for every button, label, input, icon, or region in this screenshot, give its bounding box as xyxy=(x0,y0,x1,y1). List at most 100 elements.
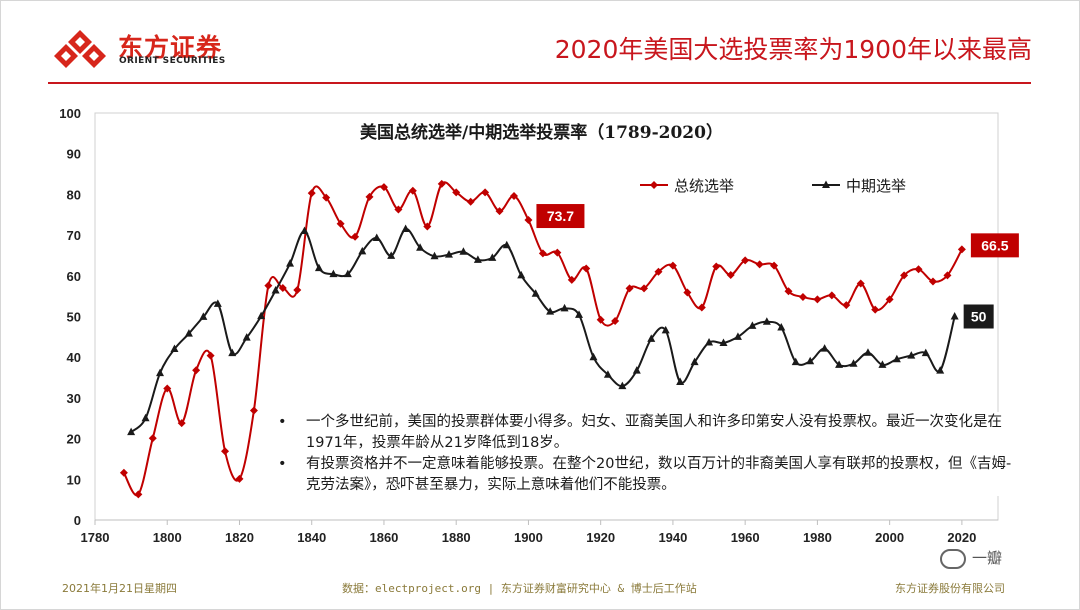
presidential-point xyxy=(437,179,446,188)
presidential-point xyxy=(495,207,504,216)
midterm-point xyxy=(863,348,872,356)
midterm-point xyxy=(343,269,352,278)
presidential-point xyxy=(365,192,374,201)
presidential-point xyxy=(567,275,576,284)
y-tick-label: 50 xyxy=(67,310,81,325)
legend-marker xyxy=(650,181,658,189)
midterm-point xyxy=(416,243,425,251)
midterm-point xyxy=(661,325,670,334)
watermark: 一瓣 xyxy=(940,547,1002,569)
presidential-point xyxy=(408,186,417,195)
y-tick-label: 70 xyxy=(67,228,81,243)
midterm-point xyxy=(676,377,685,386)
presidential-point xyxy=(293,286,302,295)
presidential-point xyxy=(148,434,157,443)
x-tick-label: 1880 xyxy=(442,530,471,545)
midterm-point xyxy=(228,348,237,357)
presidential-point xyxy=(466,197,475,206)
presidential-point xyxy=(798,292,807,301)
midterm-point xyxy=(387,251,396,259)
presidential-point xyxy=(625,284,634,293)
x-tick-label: 1800 xyxy=(153,530,182,545)
presidential-point xyxy=(394,205,403,214)
y-tick-label: 90 xyxy=(67,147,81,162)
presidential-point xyxy=(163,384,172,393)
brand-logo: 东方证券 ORIENT SECURITIES xyxy=(52,28,252,72)
midterm-point xyxy=(762,317,771,325)
presidential-point xyxy=(379,183,388,192)
title-divider xyxy=(48,82,1031,84)
presidential-point xyxy=(842,301,851,310)
bullet: • xyxy=(278,456,287,472)
midterm-point xyxy=(199,312,208,320)
midterm-point xyxy=(791,357,800,366)
midterm-point xyxy=(314,263,323,272)
chart-title: 美国总统选举/中期选举投票率（1789-2020） xyxy=(360,122,723,143)
presidential-point xyxy=(900,271,909,280)
midterm-point xyxy=(921,348,930,357)
presidential-point xyxy=(827,291,836,300)
footer-date: 2021年1月21日星期四 xyxy=(62,582,177,595)
midterm-point xyxy=(603,370,612,378)
watermark-text: 一瓣 xyxy=(972,549,1003,567)
y-tick-label: 40 xyxy=(67,350,81,365)
brand-name: 东方证券 xyxy=(118,33,223,62)
midterm-point xyxy=(719,338,728,346)
x-tick-label: 1860 xyxy=(369,530,398,545)
bullet: • xyxy=(278,414,287,430)
presidential-point xyxy=(192,366,201,375)
x-tick-label: 1820 xyxy=(225,530,254,545)
midterm-point xyxy=(488,253,497,261)
footer-source: 数据：electproject.org | 东方证券财富研究中心 & 博士后工作… xyxy=(342,582,697,595)
presidential-point xyxy=(957,245,966,254)
presidential-point xyxy=(322,193,331,202)
midterm-point xyxy=(444,250,453,258)
midterm-point xyxy=(531,289,540,297)
midterm-point xyxy=(849,359,858,367)
midterm-point xyxy=(950,312,959,320)
midterm-point xyxy=(401,224,410,232)
presidential-point xyxy=(134,490,143,499)
midterm-point xyxy=(936,366,945,374)
midterm-point xyxy=(141,413,150,422)
midterm-point xyxy=(820,344,829,352)
presidential-point xyxy=(509,192,518,201)
midterm-point xyxy=(892,354,901,363)
midterm-point xyxy=(806,356,815,365)
midterm-point xyxy=(372,233,381,241)
presidential-point xyxy=(755,260,764,269)
midterm-point xyxy=(878,360,887,368)
presidential-point xyxy=(221,447,230,456)
presidential-point xyxy=(596,315,605,324)
series-line-midterm xyxy=(130,228,956,433)
midterm-point xyxy=(430,251,439,260)
data-label: 50 xyxy=(971,309,987,325)
midterm-point xyxy=(690,357,699,366)
presidential-point xyxy=(914,265,923,274)
midterm-point xyxy=(459,247,468,255)
x-tick-label: 1960 xyxy=(731,530,760,545)
y-tick-label: 80 xyxy=(67,187,81,202)
midterm-point xyxy=(589,352,598,361)
presidential-point xyxy=(611,316,620,325)
x-tick-label: 1900 xyxy=(514,530,543,545)
midterm-point xyxy=(560,303,569,312)
midterm-point xyxy=(300,226,309,235)
legend-label: 中期选举 xyxy=(846,177,906,195)
midterm-point xyxy=(748,321,757,329)
presidential-point xyxy=(928,277,937,286)
data-label-box xyxy=(970,233,1019,258)
presidential-point xyxy=(177,419,186,428)
presidential-point xyxy=(640,284,649,293)
data-label: 66.5 xyxy=(981,237,1008,253)
presidential-point xyxy=(582,264,591,273)
presidential-point xyxy=(726,270,735,279)
presidential-point xyxy=(668,261,677,270)
presidential-point xyxy=(524,216,533,225)
x-tick-label: 1940 xyxy=(658,530,687,545)
x-tick-label: 2020 xyxy=(947,530,976,545)
orient-logo-icon xyxy=(54,30,106,68)
presidential-point xyxy=(553,248,562,257)
midterm-point xyxy=(618,381,627,390)
presidential-point xyxy=(206,351,215,360)
